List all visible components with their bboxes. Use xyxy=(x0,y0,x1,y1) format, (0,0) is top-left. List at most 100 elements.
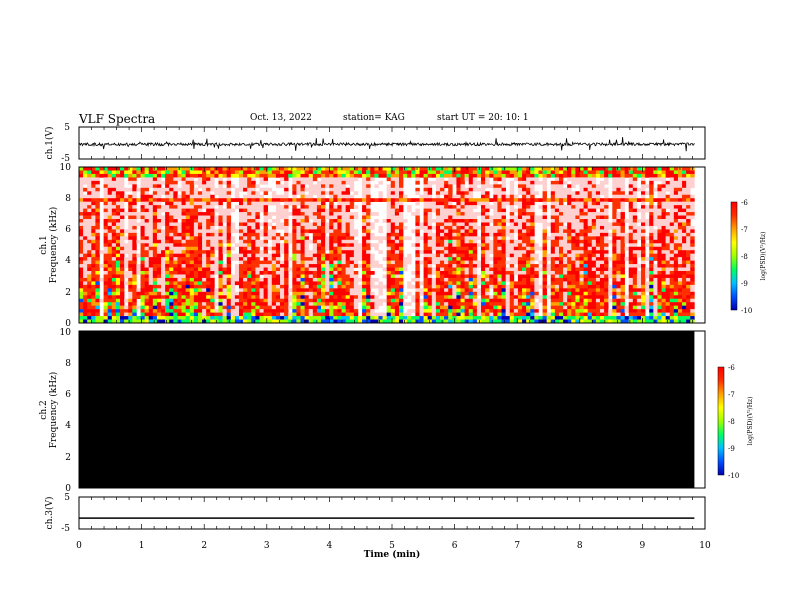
spectrogram-cell xyxy=(128,222,133,227)
spectrogram-cell xyxy=(177,205,182,209)
spectrogram-cell xyxy=(128,208,133,213)
spectrogram-cell xyxy=(444,295,449,300)
spectrogram-cell xyxy=(411,198,416,202)
spectrogram-cell xyxy=(169,201,174,206)
spectrogram-cell xyxy=(583,264,588,268)
spectrogram-cell xyxy=(394,177,400,182)
spectrogram-cell xyxy=(366,298,371,303)
spectrogram-cell xyxy=(472,236,478,241)
spectrogram-cell xyxy=(288,198,293,202)
spectrogram-cell xyxy=(464,243,470,248)
spectrogram-cell xyxy=(115,184,121,189)
spectrogram-cell xyxy=(140,319,145,324)
spectrogram-cell xyxy=(538,173,543,178)
spectrogram-cell xyxy=(411,298,416,303)
spectrogram-cell xyxy=(366,257,371,261)
spectrogram-cell xyxy=(427,277,433,282)
spectrogram-cell xyxy=(468,298,474,303)
spectrogram-cell xyxy=(193,170,199,175)
spectrogram-cell xyxy=(403,264,408,268)
spectrogram-cell xyxy=(394,271,400,275)
spectrogram-cell xyxy=(456,222,461,227)
spectrogram-cell xyxy=(210,284,215,289)
spectrogram-cell xyxy=(476,274,482,279)
spectrogram-cell xyxy=(210,305,215,310)
spectrogram-cell xyxy=(362,253,367,258)
spectrogram-cell xyxy=(362,177,367,182)
spectrogram-cell xyxy=(567,232,572,237)
spectrogram-cell xyxy=(193,288,199,293)
spectrogram-cell xyxy=(91,281,96,286)
spectrogram-cell xyxy=(316,277,322,282)
spectrogram-cell xyxy=(271,291,277,296)
spectrogram-cell xyxy=(534,243,539,248)
spectrogram-cell xyxy=(403,225,408,230)
ch1-waveform-line xyxy=(78,137,695,152)
spectrogram-cell xyxy=(550,309,556,313)
spectrogram-cell xyxy=(296,198,301,202)
spectrogram-cell xyxy=(280,243,285,248)
spectrogram-cell xyxy=(263,253,269,258)
spectrogram-cell xyxy=(238,281,244,286)
spectrogram-cell xyxy=(517,246,523,251)
spectrogram-cell xyxy=(444,267,449,272)
spectrogram-cell xyxy=(353,212,359,216)
spectrogram-cell xyxy=(173,208,178,213)
spectrogram-cell xyxy=(243,302,248,306)
spectrogram-cell xyxy=(366,236,371,241)
spectrogram-cell xyxy=(206,205,211,209)
spectrogram-cell xyxy=(210,319,215,324)
spectrogram-cell xyxy=(390,243,396,248)
spectrogram-cell xyxy=(95,222,100,227)
spectrogram-cell xyxy=(234,312,240,317)
spectrogram-cell xyxy=(111,173,117,178)
spectrogram-cell xyxy=(554,177,560,182)
spectrogram-cell xyxy=(259,173,264,178)
spectrogram-cell xyxy=(423,170,428,175)
spectrogram-cell xyxy=(353,167,359,171)
spectrogram-cell xyxy=(550,212,556,216)
spectrogram-cell xyxy=(263,236,269,241)
spectrogram-cell xyxy=(152,288,158,293)
spectrogram-cell xyxy=(103,208,109,213)
spectrogram-cell xyxy=(398,257,404,261)
spectrogram-cell xyxy=(136,319,141,324)
spectrogram-cell xyxy=(267,232,273,237)
spectrogram-cell xyxy=(95,284,100,289)
spectrogram-cell xyxy=(493,257,498,261)
spectrogram-cell xyxy=(558,288,564,293)
spectrogram-cell xyxy=(111,198,117,202)
spectrogram-cell xyxy=(263,250,269,254)
spectrogram-cell xyxy=(366,177,371,182)
spectrogram-cell xyxy=(197,295,203,300)
spectrogram-cell xyxy=(349,205,355,209)
spectrogram-cell xyxy=(197,264,203,268)
spectrogram-cell xyxy=(386,191,392,196)
spectrogram-cell xyxy=(362,170,367,175)
spectrogram-cell xyxy=(280,316,285,320)
spectrogram-cell xyxy=(485,173,490,178)
spectrogram-cell xyxy=(579,222,584,227)
spectrogram-cell xyxy=(83,274,88,279)
spectrogram-cell xyxy=(148,253,154,258)
spectrogram-cell xyxy=(394,302,400,306)
spectrogram-cell xyxy=(345,271,351,275)
spectrogram-cell xyxy=(300,229,305,234)
spectrogram-cell xyxy=(255,309,260,313)
spectrogram-cell xyxy=(583,236,588,241)
spectrogram-cell xyxy=(530,239,535,244)
spectrogram-cell xyxy=(554,173,560,178)
spectrogram-cell xyxy=(333,208,338,213)
spectrogram-cell xyxy=(485,243,490,248)
spectrogram-cell xyxy=(128,239,133,244)
spectrogram-cell xyxy=(522,170,527,175)
spectrogram-cell xyxy=(468,284,474,289)
spectrogram-cell xyxy=(111,194,117,199)
spectrogram-cell xyxy=(550,173,556,178)
spectrogram-cell xyxy=(185,250,191,254)
spectrogram-cell xyxy=(140,243,145,248)
spectrogram-cell xyxy=(103,167,109,171)
spectrogram-cell xyxy=(386,225,392,230)
spectrogram-cell xyxy=(202,232,207,237)
spectrogram-cell xyxy=(554,180,560,185)
